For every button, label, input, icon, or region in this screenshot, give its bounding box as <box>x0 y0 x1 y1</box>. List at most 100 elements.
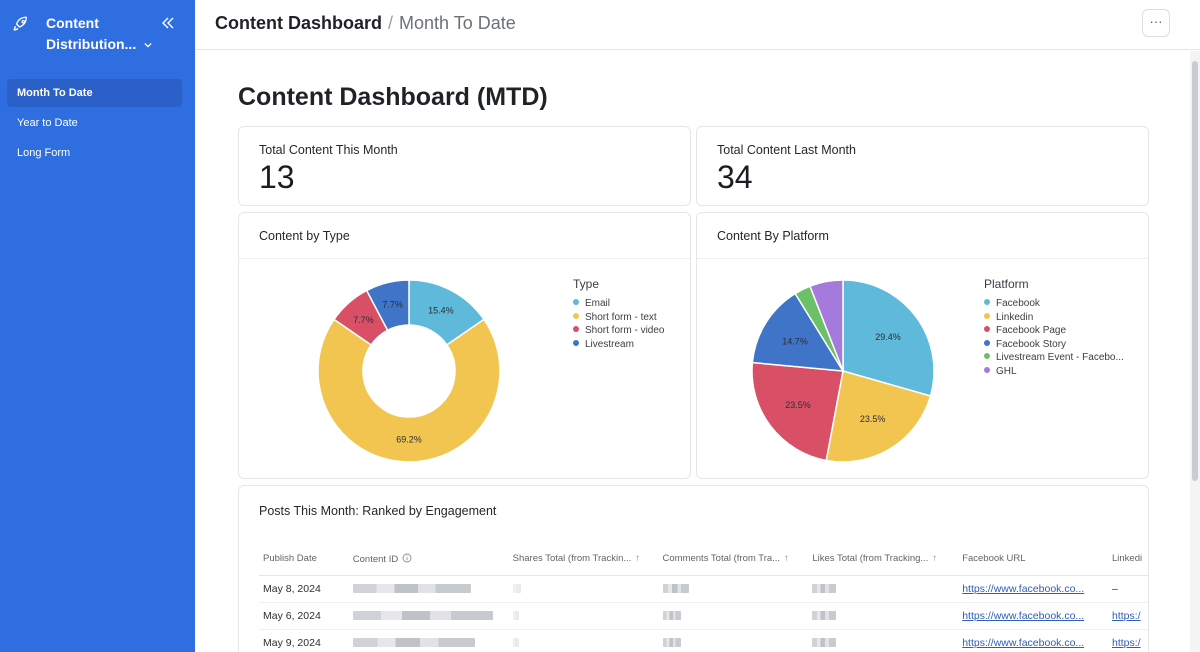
redacted-block <box>812 638 837 648</box>
redacted-block <box>662 611 681 621</box>
sort-arrow-up-icon[interactable]: ↑ <box>784 553 789 565</box>
legend-label: Facebook Story <box>996 338 1067 350</box>
divider <box>239 258 690 259</box>
chart-card-content-by-platform: Content By Platform 29.4% 23.5% 23.5% 14.7%… <box>696 212 1149 479</box>
sort-arrow-up-icon[interactable]: ↑ <box>635 553 641 565</box>
legend-item[interactable]: GHL <box>984 365 1124 379</box>
cell-linkedin: https:/ <box>1108 602 1148 630</box>
slice-label: 14.7% <box>782 336 808 346</box>
legend-item[interactable]: Facebook Story <box>984 338 1124 352</box>
table-row[interactable]: May 9, 2024 https://www.facebook.co... h… <box>259 629 1148 652</box>
sidebar-header: Content Distribution... <box>0 0 195 64</box>
legend-item[interactable]: Facebook <box>984 297 1124 311</box>
redacted-block <box>352 611 493 621</box>
sidebar-item-month-to-date[interactable]: Month To Date <box>7 79 182 107</box>
content-by-platform-chart: 29.4% 23.5% 23.5% 14.7% <box>751 279 935 463</box>
cell-linkedin: https:/ <box>1108 629 1148 652</box>
cell-likes <box>808 602 959 630</box>
pie-slice-facebook-page[interactable] <box>751 361 844 462</box>
table-header-row: Publish Date Content ID Shares Total (fr… <box>259 543 1148 576</box>
legend-item[interactable]: Linkedin <box>984 311 1124 325</box>
legend-item[interactable]: Facebook Page <box>984 324 1124 338</box>
cell-comments <box>658 629 809 652</box>
column-shares-total[interactable]: Shares Total (from Trackin... ↑ <box>508 543 659 576</box>
legend-dot <box>573 326 579 332</box>
legend-label: Livestream <box>585 338 634 350</box>
legend-dot <box>573 339 579 346</box>
legend-dot <box>984 326 990 332</box>
main-content: Content Dashboard (MTD) Total Content Th… <box>195 51 1200 652</box>
pie-slice-facebook[interactable] <box>842 279 935 397</box>
cell-shares <box>508 602 659 630</box>
main-scrollbar[interactable] <box>1190 51 1200 652</box>
legend-item[interactable]: Short form - video <box>573 324 664 338</box>
more-options-button[interactable]: ··· <box>1142 9 1170 37</box>
redacted-block <box>512 611 519 621</box>
redacted-block <box>352 584 471 594</box>
legend-dot <box>984 312 990 319</box>
column-likes-total[interactable]: Likes Total (from Tracking... ↑ <box>808 543 959 576</box>
legend-dot <box>984 339 990 346</box>
table-row[interactable]: May 6, 2024 https://www.facebook.co... h… <box>259 602 1148 630</box>
rocket-icon <box>13 16 27 31</box>
double-chevron-left-icon[interactable] <box>160 15 176 31</box>
chevron-down-icon <box>144 42 152 48</box>
content-by-type-chart: 15.4% 69.2% 7.7% 7.7% <box>317 279 501 463</box>
cell-publish-date: May 6, 2024 <box>259 602 349 630</box>
column-label: Shares Total (from Trackin... <box>512 553 632 565</box>
cell-comments <box>658 575 809 603</box>
facebook-link[interactable]: https://www.facebook.co... <box>962 636 1085 649</box>
scrollbar-thumb[interactable] <box>1192 61 1198 481</box>
legend-items: Facebook Linkedin Facebook Page Facebook St… <box>984 297 1124 378</box>
cell-likes <box>808 575 959 603</box>
linkedin-link[interactable]: https:/ <box>1112 609 1141 622</box>
redacted-block <box>512 584 521 594</box>
pie-slice-linkedin[interactable] <box>825 370 932 463</box>
sidebar-item-year-to-date[interactable]: Year to Date <box>17 117 78 129</box>
stat-value: 13 <box>259 159 295 195</box>
legend-item[interactable]: Livestream Event - Facebo... <box>984 351 1124 365</box>
engagement-table-card: Posts This Month: Ranked by Engagement P… <box>238 485 1149 652</box>
breadcrumb-separator: / <box>388 13 394 33</box>
chart-card-content-by-type: Content by Type 15.4% 69.2% 7.7% 7.7% Type … <box>238 212 691 479</box>
sort-arrow-up-icon[interactable]: ↑ <box>932 553 938 565</box>
column-facebook-url[interactable]: Facebook URL <box>958 543 1108 576</box>
column-comments-total[interactable]: Comments Total (from Tra... ↑ <box>658 543 809 576</box>
pie-slice-facebook-story[interactable] <box>751 292 845 372</box>
cell-content-id <box>348 629 509 652</box>
chart-legend: Type Email Short form - text Short form - … <box>573 277 664 351</box>
legend-label: Linkedin <box>996 311 1034 323</box>
stat-label: Total Content This Month <box>259 143 398 157</box>
legend-title: Platform <box>984 277 1029 291</box>
column-label: Content ID <box>352 553 399 565</box>
table-row[interactable]: May 8, 2024 https://www.facebook.co... – <box>259 575 1148 603</box>
slice-label: 7.7% <box>382 299 403 309</box>
column-content-id[interactable]: Content ID <box>348 543 509 576</box>
redacted-block <box>352 638 475 648</box>
breadcrumb-dashboard[interactable]: Content Dashboard <box>215 13 383 33</box>
pie-slice-ghl[interactable] <box>809 279 844 372</box>
stat-label: Total Content Last Month <box>717 143 856 157</box>
stat-card-last-month: Total Content Last Month 34 <box>696 126 1149 206</box>
linkedin-link[interactable]: https:/ <box>1112 636 1141 649</box>
column-label: Comments Total (from Tra... <box>662 553 781 565</box>
legend-item[interactable]: Short form - text <box>573 311 664 325</box>
facebook-link[interactable]: https://www.facebook.co... <box>962 609 1085 622</box>
slice-label: 29.4% <box>875 332 901 342</box>
info-circle-icon <box>402 553 412 563</box>
sidebar-item-long-form[interactable]: Long Form <box>17 147 71 159</box>
app-title[interactable]: Content Distribution... <box>46 13 156 55</box>
column-linkedin[interactable]: Linkedi <box>1108 543 1148 576</box>
legend-item[interactable]: Email <box>573 297 664 311</box>
facebook-link[interactable]: https://www.facebook.co... <box>962 582 1085 595</box>
pie-slice-short-form-text[interactable] <box>317 318 501 463</box>
cell-shares <box>508 629 659 652</box>
redacted-block <box>662 584 689 594</box>
column-publish-date[interactable]: Publish Date <box>259 543 349 576</box>
pie-slice-livestream[interactable] <box>365 279 410 332</box>
legend-label: Facebook Page <box>996 325 1067 336</box>
chart-title: Content by Type <box>259 229 350 243</box>
legend-item[interactable]: Livestream <box>573 338 664 352</box>
app-title-text: Content Distribution... <box>46 15 137 52</box>
legend-label: Facebook <box>996 298 1040 309</box>
